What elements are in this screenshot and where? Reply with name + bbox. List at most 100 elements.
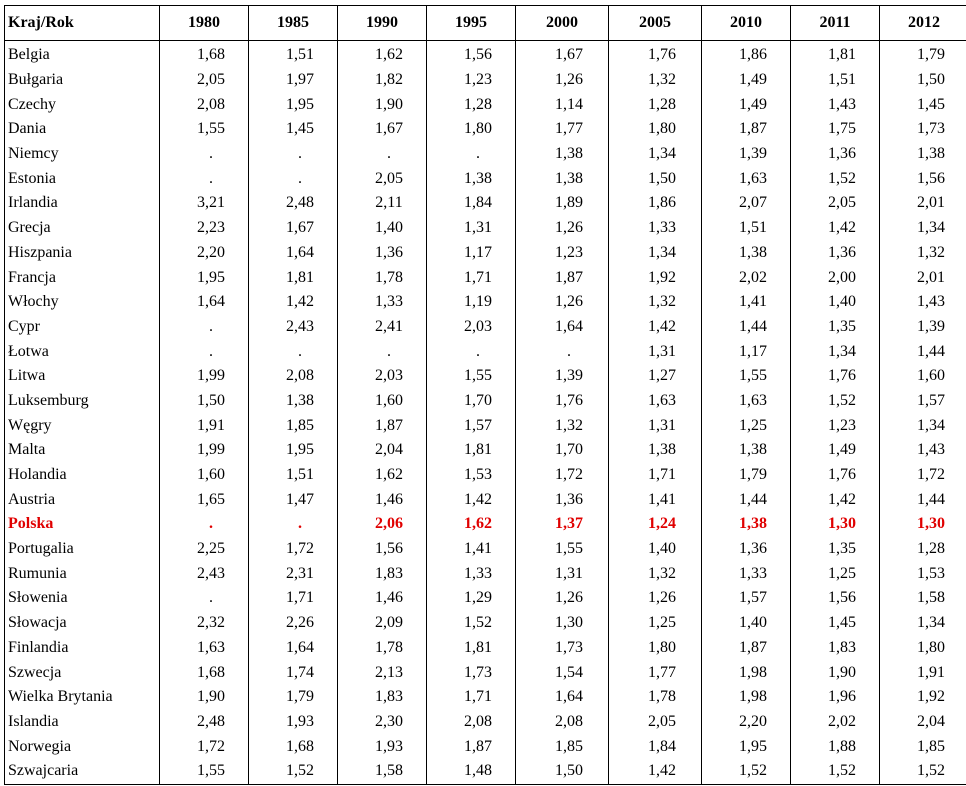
country-cell: Grecja: [4, 215, 160, 241]
value-cell: 1,33: [426, 561, 516, 587]
value-cell: 1,58: [337, 758, 427, 785]
value-cell: 1,79: [248, 684, 338, 710]
country-cell: Wielka Brytania: [4, 684, 160, 710]
value-cell: 1,87: [701, 635, 791, 661]
value-cell: 1,78: [337, 635, 427, 661]
value-cell: 1,72: [248, 536, 338, 562]
value-cell: 1,30: [515, 610, 609, 636]
value-cell: 1,76: [515, 388, 609, 414]
value-cell: 1,81: [426, 438, 516, 463]
value-cell: 2,23: [159, 215, 249, 241]
value-cell: 1,95: [248, 438, 338, 463]
value-cell: .: [426, 339, 516, 364]
value-cell: 1,26: [515, 289, 609, 315]
table-row: Estonia.. 2,05 1,38 1,38 1,50 1,63 1,52 1,56: [4, 166, 966, 192]
value-cell: 1,14: [515, 92, 609, 118]
value-cell: 1,38: [515, 141, 609, 167]
value-cell: 1,63: [701, 166, 791, 192]
column-header-year: 1980: [159, 5, 249, 41]
value-cell: 1,34: [879, 610, 966, 636]
value-cell: 1,25: [701, 413, 791, 438]
value-cell: 1,49: [701, 92, 791, 118]
country-cell: Niemcy: [4, 141, 160, 167]
value-cell: 1,40: [701, 610, 791, 636]
value-cell: 1,32: [608, 561, 702, 587]
value-cell: .: [159, 166, 249, 192]
value-cell: 1,38: [879, 141, 966, 167]
value-cell: 1,23: [426, 67, 516, 93]
value-cell: 1,70: [515, 438, 609, 463]
value-cell: 1,80: [426, 117, 516, 142]
value-cell: 2,09: [337, 610, 427, 636]
value-cell: 2,06: [337, 512, 427, 537]
value-cell: .: [159, 141, 249, 167]
value-cell: 1,80: [879, 635, 966, 661]
value-cell: 1,93: [248, 709, 338, 735]
value-cell: 1,77: [608, 660, 702, 685]
value-cell: .: [248, 166, 338, 192]
value-cell: 1,31: [426, 215, 516, 241]
value-cell: 2,25: [159, 536, 249, 562]
value-cell: 1,49: [790, 438, 880, 463]
value-cell: 1,65: [159, 487, 249, 513]
value-cell: 1,45: [879, 92, 966, 118]
value-cell: 1,91: [879, 660, 966, 685]
country-cell: Portugalia: [4, 536, 160, 562]
value-cell: 1,52: [790, 388, 880, 414]
value-cell: 2,08: [248, 363, 338, 389]
value-cell: 1,19: [426, 289, 516, 315]
value-cell: 1,56: [790, 586, 880, 611]
value-cell: 1,64: [515, 684, 609, 710]
country-cell: Cypr: [4, 314, 160, 340]
value-cell: 1,38: [608, 438, 702, 463]
value-cell: 1,83: [337, 561, 427, 587]
value-cell: 1,87: [701, 117, 791, 142]
value-cell: 1,80: [608, 117, 702, 142]
value-cell: 2,32: [159, 610, 249, 636]
table-row: Szwecja 1,68 1,74 2,13 1,73 1,54 1,77 1,98 1,90 1…: [4, 660, 966, 685]
value-cell: 1,36: [701, 536, 791, 562]
value-cell: 1,57: [879, 388, 966, 414]
value-cell: 1,32: [515, 413, 609, 438]
value-cell: 1,52: [426, 610, 516, 636]
value-cell: 1,60: [337, 388, 427, 414]
column-header-country: Kraj/Rok: [4, 5, 160, 41]
value-cell: 1,30: [790, 512, 880, 537]
column-header-year: 2000: [515, 5, 609, 41]
value-cell: 1,83: [790, 635, 880, 661]
column-header-year: 2005: [608, 5, 702, 41]
value-cell: 1,38: [701, 240, 791, 266]
value-cell: 1,74: [248, 660, 338, 685]
table-row: Dania 1,55 1,45 1,67 1,80 1,77 1,80 1,87 1,75 1,7…: [4, 117, 966, 142]
value-cell: 1,81: [790, 40, 880, 68]
value-cell: 1,33: [701, 561, 791, 587]
value-cell: 1,64: [248, 240, 338, 266]
value-cell: 1,63: [159, 635, 249, 661]
table-header: Kraj/Rok 1980 1985 1990 1995 2000 2005 2010 2011…: [4, 5, 966, 41]
value-cell: 1,30: [879, 512, 966, 537]
value-cell: 1,70: [426, 388, 516, 414]
value-cell: 1,42: [426, 487, 516, 513]
value-cell: 2,04: [337, 438, 427, 463]
value-cell: 2,08: [426, 709, 516, 735]
value-cell: 1,91: [159, 413, 249, 438]
country-cell: Szwajcaria: [4, 758, 160, 785]
value-cell: 1,64: [159, 289, 249, 315]
value-cell: 1,64: [248, 635, 338, 661]
value-cell: 1,44: [879, 487, 966, 513]
value-cell: 1,42: [248, 289, 338, 315]
value-cell: 1,43: [790, 92, 880, 118]
value-cell: 1,39: [701, 141, 791, 167]
value-cell: 1,55: [159, 758, 249, 785]
value-cell: 1,34: [879, 413, 966, 438]
value-cell: 2,05: [608, 709, 702, 735]
value-cell: 2,00: [790, 265, 880, 290]
value-cell: 2,20: [701, 709, 791, 735]
table-row: Niemcy.... 1,38 1,34 1,39 1,36 1,38: [4, 141, 966, 167]
value-cell: 1,42: [790, 487, 880, 513]
value-cell: 2,11: [337, 191, 427, 216]
value-cell: 1,62: [426, 512, 516, 537]
value-cell: 1,52: [701, 758, 791, 785]
value-cell: 1,98: [701, 660, 791, 685]
column-header-year: 2011: [790, 5, 880, 41]
